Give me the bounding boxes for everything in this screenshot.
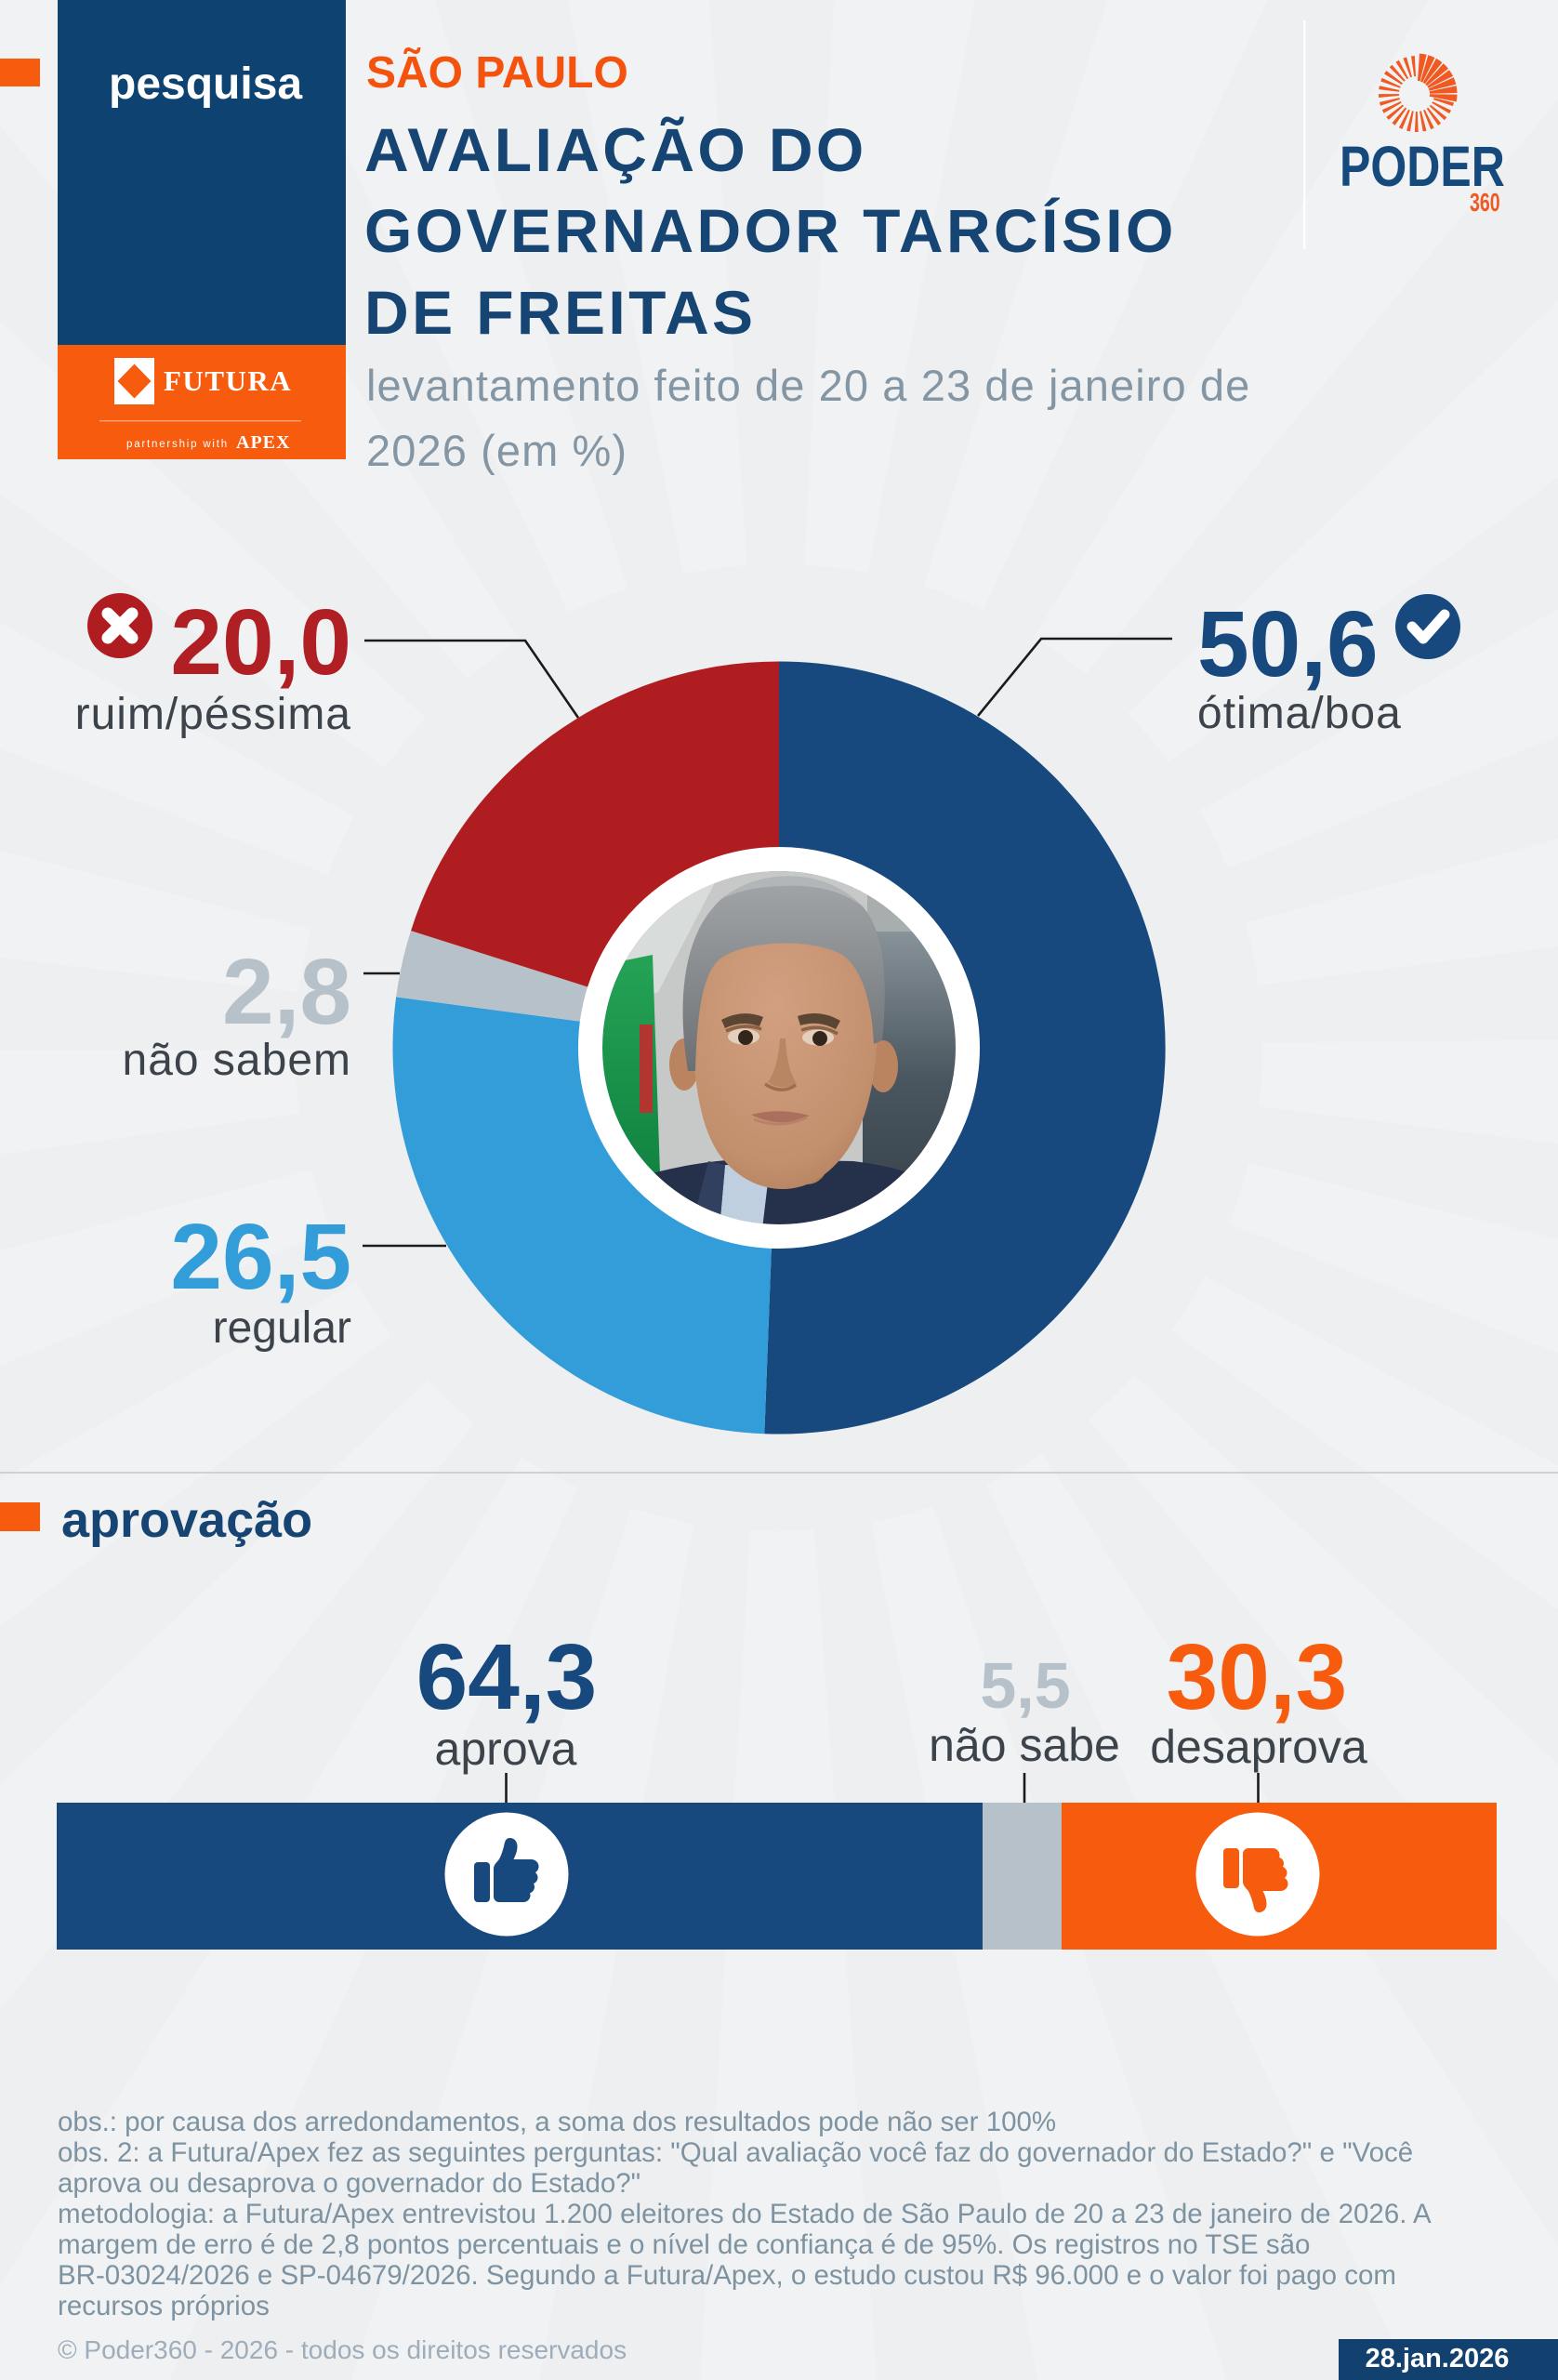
svg-text:SÃO PAULO: SÃO PAULO (366, 46, 628, 98)
svg-text:PODER: PODER (1340, 135, 1505, 198)
svg-text:FUTURA: FUTURA (164, 364, 292, 397)
svg-text:28.jan.2026: 28.jan.2026 (1366, 2344, 1510, 2373)
svg-text:DE FREITAS: DE FREITAS (364, 278, 756, 347)
svg-text:ótima/boa: ótima/boa (1197, 689, 1402, 738)
svg-text:aprova: aprova (435, 1723, 577, 1775)
svg-text:metodologia: a Futura/Apex ent: metodologia: a Futura/Apex entrevistou 1… (58, 2199, 1432, 2229)
svg-text:50,6: 50,6 (1197, 592, 1379, 696)
svg-text:regular: regular (213, 1303, 351, 1353)
svg-text:não sabe: não sabe (929, 1719, 1120, 1771)
svg-text:obs.: por causa dos arredondam: obs.: por causa dos arredondamentos, a s… (58, 2107, 1056, 2137)
svg-text:aprova ou desaprova o governad: aprova ou desaprova o governador do Esta… (58, 2168, 640, 2199)
svg-text:© Poder360 - 2026 - todos os d: © Poder360 - 2026 - todos os direitos re… (58, 2335, 627, 2364)
svg-text:partnership with: partnership with (126, 439, 229, 450)
svg-text:ruim/péssima: ruim/péssima (75, 690, 351, 739)
svg-text:pesquisa: pesquisa (109, 60, 302, 109)
svg-text:levantamento feito de 20 a 23: levantamento feito de 20 a 23 de janeiro… (366, 361, 1250, 410)
svg-text:BR-03024/2026 e SP-04679/2026.: BR-03024/2026 e SP-04679/2026. Segundo a… (58, 2260, 1396, 2291)
svg-text:30,3: 30,3 (1167, 1625, 1348, 1729)
svg-text:AVALIAÇÃO DO: AVALIAÇÃO DO (364, 115, 867, 184)
svg-text:GOVERNADOR TARCÍSIO: GOVERNADOR TARCÍSIO (364, 196, 1177, 265)
svg-text:aprovação: aprovação (61, 1492, 312, 1548)
svg-text:20,0: 20,0 (170, 590, 351, 694)
svg-text:2,8: 2,8 (222, 940, 351, 1044)
svg-text:APEX: APEX (236, 432, 290, 453)
svg-text:64,3: 64,3 (416, 1625, 598, 1729)
svg-text:desaprova: desaprova (1150, 1721, 1367, 1773)
svg-text:não sabem: não sabem (123, 1036, 352, 1085)
svg-text:recursos próprios: recursos próprios (58, 2291, 270, 2321)
svg-text:26,5: 26,5 (170, 1205, 351, 1309)
svg-text:360: 360 (1470, 189, 1500, 218)
svg-text:2026 (em %): 2026 (em %) (366, 426, 627, 475)
svg-text:5,5: 5,5 (980, 1649, 1070, 1722)
svg-text:margem de erro é de 2,8 pontos: margem de erro é de 2,8 pontos percentua… (58, 2229, 1310, 2260)
svg-text:obs. 2: a Futura/Apex fez as s: obs. 2: a Futura/Apex fez as seguintes p… (58, 2137, 1413, 2168)
